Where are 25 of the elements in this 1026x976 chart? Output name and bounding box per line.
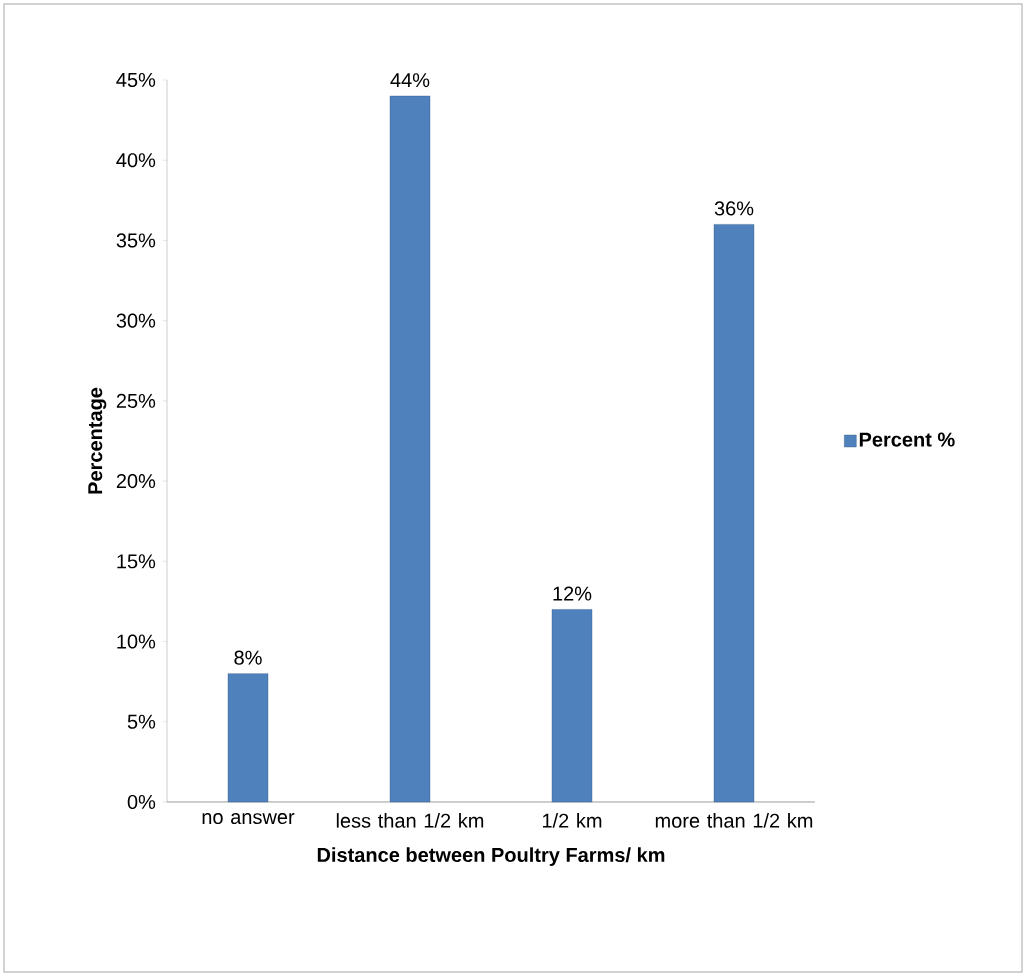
y-tick-label: 35% — [116, 233, 156, 248]
bar — [389, 95, 431, 803]
y-tick-label: 10% — [117, 634, 156, 649]
legend-label: Percent % — [859, 432, 955, 447]
y-tick-label: 5% — [127, 714, 156, 729]
x-tick-label: less than 1/2 km — [336, 813, 484, 828]
data-label: 36% — [714, 201, 754, 216]
data-label: 12% — [553, 586, 592, 601]
data-label: 8% — [234, 650, 262, 665]
x-axis-title: Distance between Poultry Farms/ km — [317, 847, 665, 866]
x-tick-label: no answer — [202, 813, 295, 825]
y-tick-label: 25% — [116, 393, 156, 408]
y-axis-title: Percentage — [88, 387, 107, 494]
data-label: 44% — [390, 73, 430, 88]
y-tick-label: 15% — [117, 554, 156, 569]
y-tick-label: 20% — [116, 474, 156, 489]
bar — [551, 609, 593, 803]
x-tick-label: more than 1/2 km — [655, 813, 813, 828]
bar — [713, 224, 755, 803]
y-tick-label: 45% — [116, 72, 156, 88]
x-tick-label: 1/2 km — [542, 813, 602, 828]
bar — [227, 673, 269, 803]
y-tick-label: 30% — [116, 313, 156, 328]
y-tick-label: 40% — [116, 153, 156, 168]
y-tick-label: 0% — [127, 794, 156, 810]
